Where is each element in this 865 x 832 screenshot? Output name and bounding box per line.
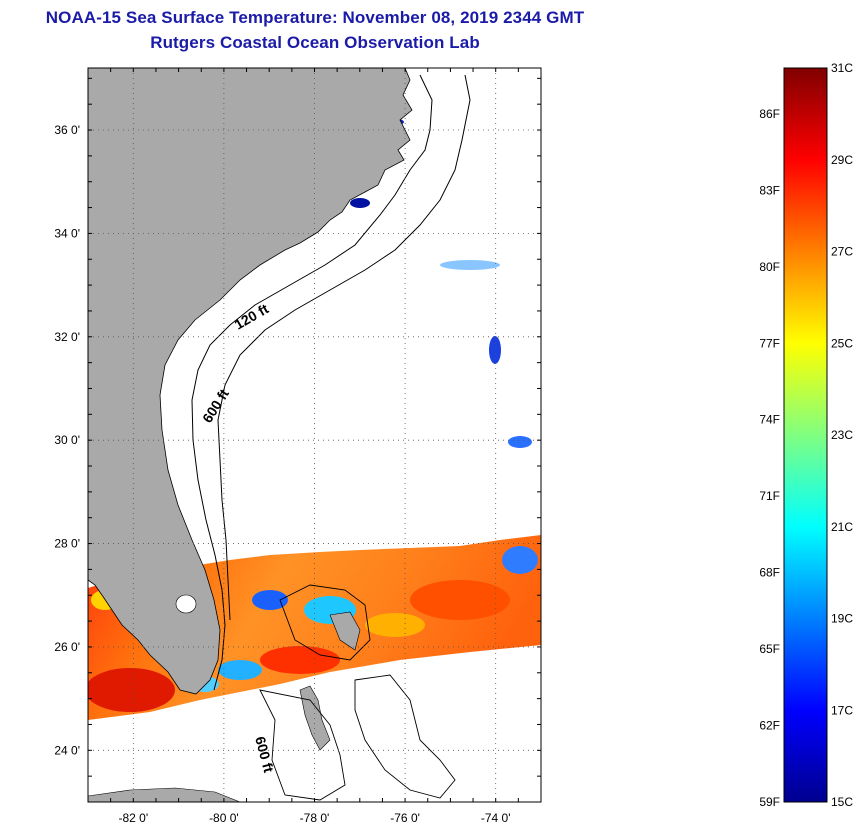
- colorbar-celsius-labels: 31C 29C 27C 25C 23C 21C 19C 17C 15C: [831, 61, 853, 809]
- colorbar-fahrenheit-label: 71F: [759, 489, 780, 503]
- bahamas-land: [299, 611, 361, 751]
- map-title: NOAA-15 Sea Surface Temperature: Novembe…: [45, 8, 585, 27]
- us-land: [88, 68, 413, 695]
- sst-patch: [260, 646, 340, 674]
- colorbar-fahrenheit-label: 59F: [759, 795, 780, 809]
- contour-bahamas-north: [279, 584, 371, 661]
- colorbar-fahrenheit-label: 80F: [759, 260, 780, 274]
- y-tick-label: 28 0': [54, 537, 80, 551]
- colorbar-celsius-label: 29C: [831, 153, 853, 167]
- map-grid: [88, 68, 541, 802]
- x-tick-label: -82 0': [118, 811, 148, 825]
- sst-patch: [502, 546, 538, 574]
- sst-patch: [88, 668, 175, 712]
- y-tick-label: 24 0': [54, 743, 80, 757]
- cuba-land: [88, 787, 241, 802]
- sst-patch: [410, 580, 510, 620]
- colorbar: [783, 67, 828, 803]
- x-tick-label: -78 0': [300, 811, 330, 825]
- plot-frame: [87, 67, 542, 803]
- map-subtitle: Rutgers Coastal Ocean Observation Lab: [150, 33, 480, 52]
- colorbar-fahrenheit-label: 68F: [759, 566, 780, 580]
- colorbar-celsius-label: 31C: [831, 61, 853, 75]
- sst-patch: [252, 590, 288, 610]
- colorbar-fahrenheit-labels: 86F 83F 80F 77F 74F 71F 68F 65F 62F 59F: [759, 107, 780, 809]
- colorbar-fahrenheit-label: 74F: [759, 413, 780, 427]
- colorbar-celsius-label: 23C: [831, 428, 853, 442]
- sst-patch: [489, 336, 501, 364]
- colorbar-celsius-label: 15C: [831, 795, 853, 809]
- colorbar-fahrenheit-label: 83F: [759, 183, 780, 197]
- sst-patch: [508, 436, 532, 448]
- x-tick-label: -74 0': [481, 811, 511, 825]
- y-tick-label: 34 0': [54, 226, 80, 240]
- sst-patch: [365, 613, 425, 637]
- x-tick-label: -80 0': [209, 811, 239, 825]
- colorbar-celsius-label: 19C: [831, 612, 853, 626]
- contour-120ft: [191, 74, 433, 691]
- colorbar-celsius-label: 21C: [831, 520, 853, 534]
- colorbar-fahrenheit-label: 86F: [759, 107, 780, 121]
- sst-patch: [218, 660, 262, 680]
- y-axis-ticks: 36 0' 34 0' 32 0' 30 0' 28 0' 26 0' 24 0': [54, 77, 541, 803]
- contour-bahamas: [259, 674, 456, 801]
- colorbar-celsius-label: 25C: [831, 336, 853, 350]
- y-tick-label: 36 0': [54, 123, 80, 137]
- y-tick-label: 32 0': [54, 330, 80, 344]
- y-tick-label: 30 0': [54, 433, 80, 447]
- lake-okeechobee: [175, 594, 197, 614]
- colorbar-fahrenheit-label: 65F: [759, 642, 780, 656]
- colorbar-celsius-label: 17C: [831, 703, 853, 717]
- contour-600ft: [217, 74, 471, 621]
- x-axis-ticks: -82 0' -80 0' -78 0' -76 0' -74 0': [87, 68, 542, 825]
- colorbar-fahrenheit-label: 62F: [759, 719, 780, 733]
- sst-patch: [350, 198, 370, 208]
- sst-patch: [440, 260, 500, 270]
- y-tick-label: 26 0': [54, 640, 80, 654]
- colorbar-celsius-label: 27C: [831, 245, 853, 259]
- x-tick-label: -76 0': [390, 811, 420, 825]
- colorbar-fahrenheit-label: 77F: [759, 336, 780, 350]
